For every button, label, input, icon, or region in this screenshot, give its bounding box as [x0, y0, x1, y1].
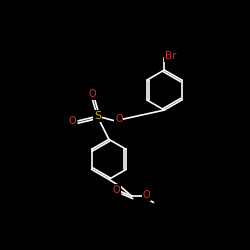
Text: O: O: [113, 185, 120, 195]
Text: S: S: [94, 111, 101, 121]
Text: O: O: [143, 190, 150, 200]
Text: O: O: [69, 116, 76, 126]
Text: O: O: [115, 114, 123, 124]
Text: O: O: [88, 89, 96, 99]
Text: Br: Br: [165, 51, 176, 61]
